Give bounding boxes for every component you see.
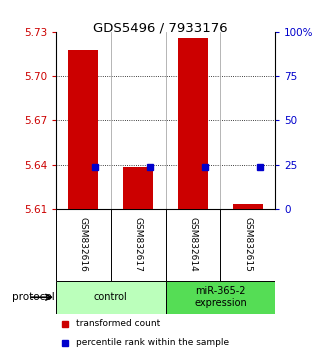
Bar	[178, 38, 208, 209]
Text: GDS5496 / 7933176: GDS5496 / 7933176	[93, 21, 227, 34]
Bar	[233, 204, 263, 209]
Text: GSM832617: GSM832617	[134, 217, 143, 272]
Text: percentile rank within the sample: percentile rank within the sample	[76, 338, 229, 347]
FancyBboxPatch shape	[166, 280, 275, 314]
Text: GSM832616: GSM832616	[79, 217, 88, 272]
Text: protocol: protocol	[12, 292, 55, 302]
Text: miR-365-2
expression: miR-365-2 expression	[194, 286, 247, 308]
Text: control: control	[94, 292, 128, 302]
Bar	[123, 167, 153, 209]
Text: transformed count: transformed count	[76, 319, 160, 328]
Text: GSM832614: GSM832614	[188, 217, 197, 272]
Bar	[68, 50, 99, 209]
FancyBboxPatch shape	[56, 280, 166, 314]
Text: GSM832615: GSM832615	[243, 217, 252, 272]
